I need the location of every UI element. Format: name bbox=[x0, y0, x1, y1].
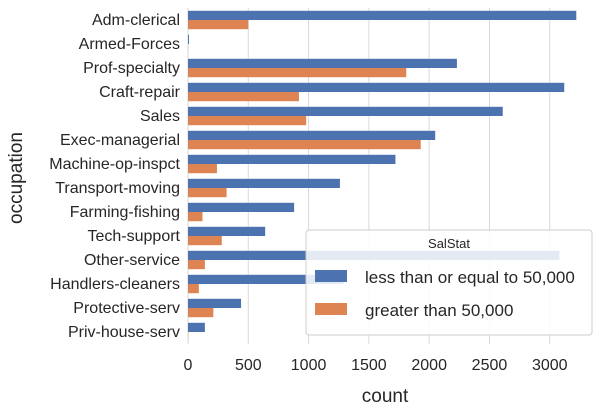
bar-series-1 bbox=[188, 106, 503, 116]
legend-swatch-series-2 bbox=[315, 303, 347, 315]
y-tick-label: Sales bbox=[140, 108, 180, 125]
bar-series-1 bbox=[188, 58, 457, 68]
y-tick-label: Priv-house-serv bbox=[68, 324, 180, 341]
y-tick-label: Machine-op-inspct bbox=[49, 156, 180, 173]
y-tick-label: Farming-fishing bbox=[70, 204, 180, 221]
bar-series-2 bbox=[188, 212, 203, 222]
bar-series-1 bbox=[188, 226, 266, 236]
x-tick-labels: 0 500 1000 1500 2000 2500 3000 bbox=[184, 357, 568, 374]
bar-series-1 bbox=[188, 298, 242, 308]
bar-series-2 bbox=[188, 188, 227, 198]
x-tick-label: 3000 bbox=[532, 357, 568, 374]
bar-series-2 bbox=[188, 140, 421, 150]
x-tick-label: 2000 bbox=[411, 357, 447, 374]
x-tick-label: 2500 bbox=[472, 357, 508, 374]
y-tick-label: Prof-specialty bbox=[83, 60, 180, 77]
legend: SalStat less than or equal to 50,000 gre… bbox=[305, 229, 593, 336]
bar-series-1 bbox=[188, 82, 565, 92]
legend-swatch-series-1 bbox=[315, 270, 347, 282]
y-axis-label: occupation bbox=[6, 132, 27, 224]
y-tick-label: Exec-managerial bbox=[60, 132, 180, 149]
bar-series-2 bbox=[188, 92, 299, 102]
bar-series-2 bbox=[188, 20, 249, 30]
y-tick-label: Handlers-cleaners bbox=[50, 276, 180, 293]
legend-label-series-1: less than or equal to 50,000 bbox=[365, 268, 575, 287]
x-tick-label: 1500 bbox=[351, 357, 387, 374]
legend-box bbox=[305, 229, 593, 336]
x-axis-label: count bbox=[362, 386, 409, 407]
legend-label-series-2: greater than 50,000 bbox=[365, 301, 513, 320]
y-tick-label: Tech-support bbox=[88, 228, 181, 245]
y-tick-label: Craft-repair bbox=[99, 84, 181, 101]
bar-series-2 bbox=[188, 260, 205, 270]
bar-series-1 bbox=[188, 130, 436, 140]
y-tick-label: Transport-moving bbox=[55, 180, 180, 197]
y-tick-label: Protective-serv bbox=[73, 300, 180, 317]
bar-series-2 bbox=[188, 236, 222, 246]
bar-series-1 bbox=[188, 154, 396, 164]
x-tick-label: 500 bbox=[235, 357, 262, 374]
y-tick-labels: Adm-clerical Armed-Forces Prof-specialty Cr… bbox=[49, 12, 180, 341]
y-tick-label: Armed-Forces bbox=[79, 36, 180, 53]
x-tick-label: 0 bbox=[184, 357, 193, 374]
y-tick-label: Other-service bbox=[84, 252, 180, 269]
bar-series-1 bbox=[188, 10, 577, 20]
bar-series-1 bbox=[188, 34, 189, 44]
bar-series-1 bbox=[188, 322, 205, 332]
bar-series-1 bbox=[188, 202, 295, 212]
bar-series-1 bbox=[188, 178, 340, 188]
bar-series-2 bbox=[188, 284, 199, 294]
bar-series-2 bbox=[188, 68, 407, 78]
bar-series-2 bbox=[188, 116, 307, 126]
bar-series-2 bbox=[188, 164, 217, 174]
legend-title: SalStat bbox=[428, 236, 470, 251]
y-tick-label: Adm-clerical bbox=[92, 12, 180, 29]
x-tick-label: 1000 bbox=[291, 357, 327, 374]
bar-series-2 bbox=[188, 308, 214, 318]
bar-series-1 bbox=[188, 274, 344, 284]
